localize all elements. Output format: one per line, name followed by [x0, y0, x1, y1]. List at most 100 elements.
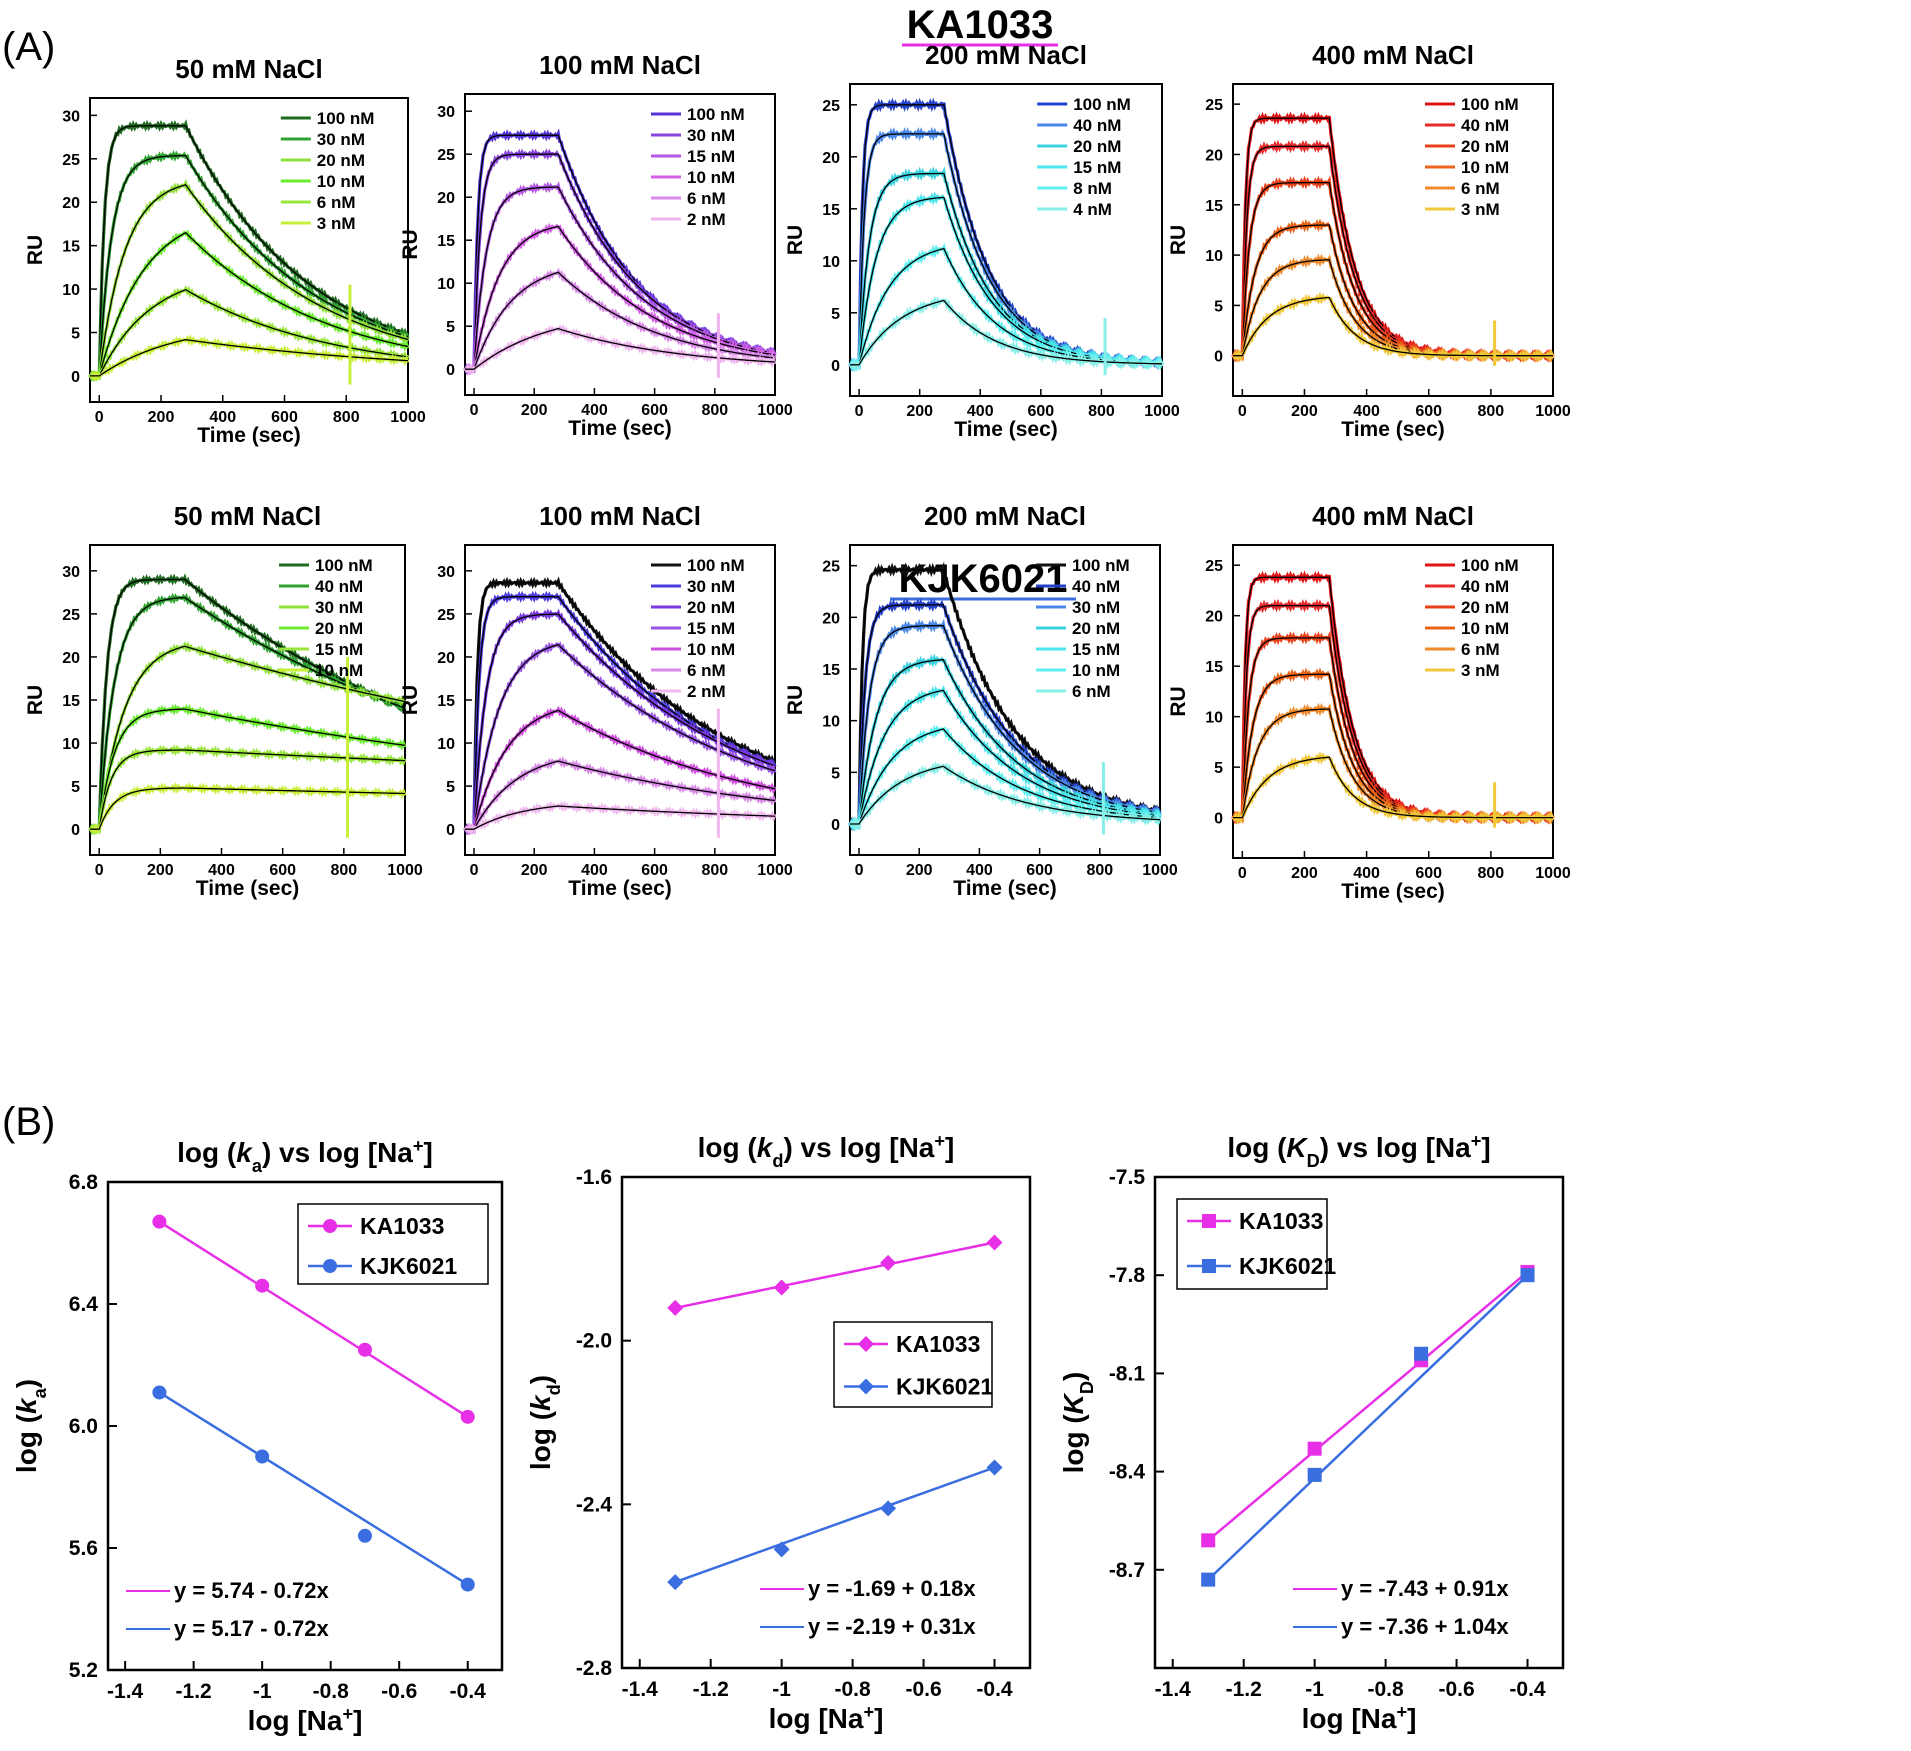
fit-curve-15nM: [850, 196, 1163, 366]
y-tick-label: 20: [822, 150, 840, 167]
x-tick-label: 600: [641, 862, 668, 879]
legend-label: 6 nM: [317, 193, 356, 212]
chart-title: 100 mM NaCl: [539, 50, 701, 80]
plot-frame: [89, 97, 409, 403]
data-point: [152, 1214, 167, 1229]
x-tick-label: -1.2: [1226, 1678, 1262, 1701]
x-tick-label: 1000: [757, 862, 793, 879]
legend-label: 15 nM: [315, 640, 363, 659]
y-tick-label: -8.7: [1109, 1559, 1145, 1582]
chart-logKD: log (KD) vs log [Na+]log [Na+]log (KD)-1…: [1058, 1131, 1565, 1734]
x-tick-label: 1000: [1142, 862, 1178, 879]
legend-label: 6 nM: [687, 189, 726, 208]
x-tick-label: -0.4: [976, 1678, 1013, 1701]
data-point: [880, 1254, 897, 1271]
legend-label: 10 nM: [315, 661, 363, 680]
x-tick-label: 200: [148, 409, 175, 426]
y-label-variable: k: [11, 1397, 42, 1414]
legend-label: 100 nM: [1461, 95, 1519, 114]
y-tick-label: 5: [71, 779, 80, 796]
legend-label: 30 nM: [687, 126, 735, 145]
y-tick-label: 25: [822, 559, 840, 576]
title-superscript: +: [1471, 1131, 1482, 1151]
y-tick-label: 15: [437, 233, 455, 250]
fit-curve-3nM: [1233, 756, 1553, 819]
legend-label: 40 nM: [1072, 577, 1120, 596]
fit-curve-3nM: [1233, 296, 1553, 357]
x-tick-label: -1.2: [693, 1678, 729, 1701]
fit-curve-6nM: [850, 765, 1161, 825]
data-point: [1201, 1572, 1216, 1587]
sensorgram-10nM: [1231, 667, 1555, 825]
panel-b-label: (B): [2, 1100, 55, 1144]
y-tick-label: 5: [446, 319, 455, 336]
fit-equation: y = -7.43 + 0.91x: [1341, 1576, 1509, 1601]
chart-kjk50: 50 mM NaCl Time (sec) RU 0 200 400 600 800 1000 0…: [24, 501, 423, 900]
x-axis-label: Time (sec): [954, 418, 1058, 441]
legend-label: 20 nM: [1072, 619, 1120, 638]
y-tick-label: 15: [437, 693, 455, 710]
x-tick-label: 400: [966, 862, 993, 879]
title-part: log (: [698, 1132, 758, 1163]
x-tick-label: 0: [1238, 403, 1247, 420]
panel-a-label: (A): [2, 25, 55, 69]
y-tick-label: 0: [1214, 811, 1223, 828]
y-tick-label: 20: [437, 190, 455, 207]
y-tick-label: 15: [62, 239, 80, 256]
x-label-part: log [Na: [769, 1703, 864, 1734]
legend-label: 10 nM: [687, 168, 735, 187]
y-tick-label: 0: [71, 822, 80, 839]
chart-title: 400 mM NaCl: [1312, 40, 1474, 70]
y-tick-label: -2.0: [576, 1330, 612, 1353]
x-label-superscript: +: [863, 1702, 874, 1722]
x-tick-label: 800: [701, 862, 728, 879]
fit-curve-6nM: [465, 271, 776, 370]
fit-curve-15nM: [465, 186, 776, 370]
legend-label: 100 nM: [687, 105, 745, 124]
plot-frame: [849, 544, 1161, 856]
y-axis-label: RU: [784, 225, 807, 255]
y-tick-label: 10: [62, 282, 80, 299]
y-tick-label: 10: [1205, 248, 1223, 265]
legend-label: 2 nM: [687, 682, 726, 701]
x-tick-label: 1000: [1535, 403, 1571, 420]
y-label-subscript: D: [1077, 1381, 1097, 1394]
y-tick-label: 20: [62, 195, 80, 212]
y-tick-label: 5: [446, 779, 455, 796]
legend-label: 100 nM: [1073, 95, 1131, 114]
x-tick-label: 800: [1086, 862, 1113, 879]
y-axis-label: RU: [24, 235, 47, 265]
legend-label: 3 nM: [317, 214, 356, 233]
x-tick-label: 200: [906, 862, 933, 879]
x-tick-label: 400: [1353, 403, 1380, 420]
fit-line-KJK6021: [674, 1466, 995, 1584]
x-tick-label: 400: [581, 402, 608, 419]
y-tick-label: 0: [831, 358, 840, 375]
x-tick-label: -0.6: [1438, 1678, 1474, 1701]
data-point: [1202, 1259, 1216, 1273]
fit-curve-2nM: [465, 805, 776, 830]
title-part: ]: [1481, 1132, 1490, 1163]
y-tick-label: 5: [831, 765, 840, 782]
data-point: [773, 1541, 790, 1558]
legend-label: 10 nM: [687, 640, 735, 659]
y-tick-label: 5: [71, 326, 80, 343]
legend-label: KJK6021: [896, 1374, 993, 1400]
title-part: log (: [177, 1137, 237, 1168]
legend-label: 6 nM: [687, 661, 726, 680]
sensorgram-3nM: [1231, 751, 1555, 825]
y-label-part: log (: [1058, 1414, 1089, 1474]
y-tick-label: 30: [437, 564, 455, 581]
title-variable: k: [236, 1137, 253, 1168]
legend-label: 100 nM: [1461, 556, 1519, 575]
legend-label: KA1033: [1239, 1208, 1323, 1234]
y-tick-label: -1.6: [576, 1166, 612, 1189]
fit-curve-20nM: [850, 172, 1163, 366]
x-tick-label: 200: [1291, 403, 1318, 420]
y-tick-label: 25: [62, 152, 80, 169]
y-tick-label: 10: [437, 736, 455, 753]
y-axis-label: log (ka): [11, 1379, 50, 1473]
